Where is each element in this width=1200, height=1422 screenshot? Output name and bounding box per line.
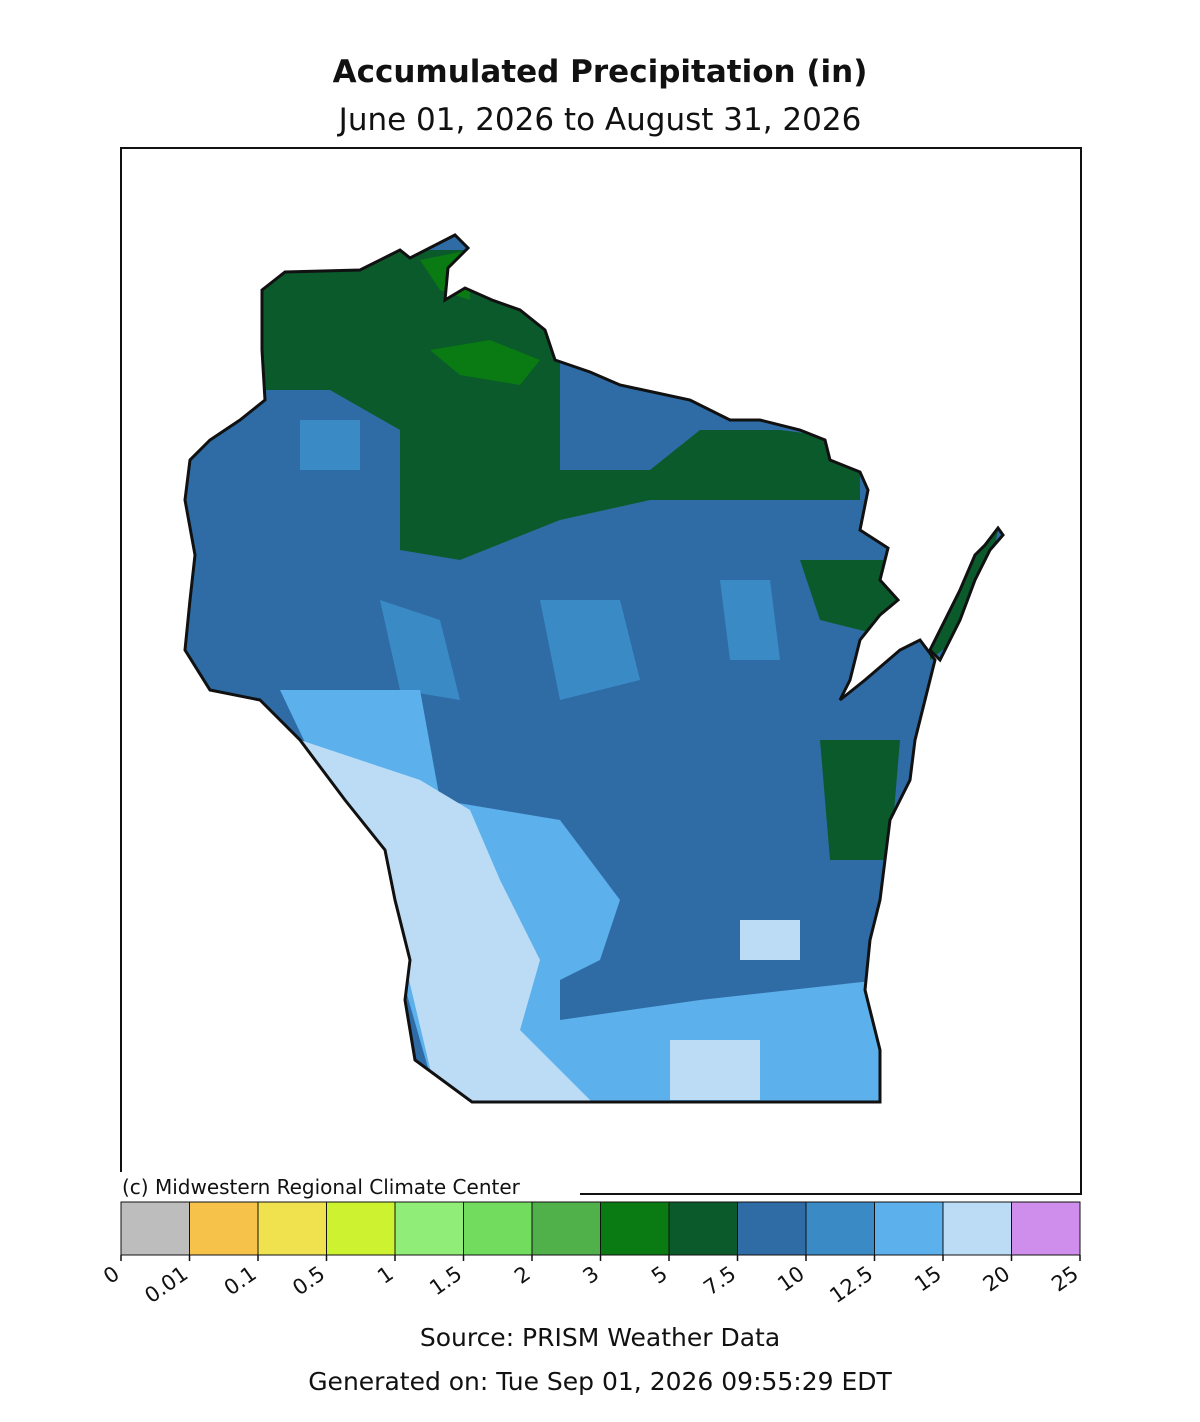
colorbar-tick-label: 0.01 bbox=[140, 1261, 192, 1307]
precip-field bbox=[185, 235, 1003, 1102]
colorbar-cell bbox=[326, 1201, 396, 1256]
colorbar-cell bbox=[737, 1201, 807, 1256]
colorbar-tick-label: 12.5 bbox=[825, 1261, 877, 1307]
colorbar-tick-label: 2 bbox=[510, 1261, 535, 1288]
colorbar-cell bbox=[942, 1201, 1012, 1256]
colorbar-cell bbox=[668, 1201, 738, 1256]
source: Source: PRISM Weather Data bbox=[420, 1323, 780, 1352]
colorbar-tick-label: 0.1 bbox=[220, 1261, 261, 1300]
colorbar-cell bbox=[874, 1201, 944, 1256]
generated: Generated on: Tue Sep 01, 2026 09:55:29 … bbox=[308, 1367, 892, 1396]
state-outline bbox=[183, 233, 1005, 1104]
colorbar-tick-label: 7.5 bbox=[699, 1261, 740, 1300]
colorbar-tick-label: 1.5 bbox=[425, 1261, 466, 1300]
map-frame bbox=[120, 147, 1082, 1195]
colorbar-cell bbox=[463, 1201, 533, 1256]
colorbar-cell bbox=[394, 1201, 464, 1256]
credit-background bbox=[110, 1172, 580, 1198]
colorbar-cell bbox=[805, 1201, 875, 1256]
colorbar-cell bbox=[120, 1201, 190, 1256]
colorbar-cell bbox=[1011, 1201, 1081, 1256]
subtitle: June 01, 2026 to August 31, 2026 bbox=[337, 102, 862, 138]
colorbar-cell bbox=[600, 1201, 670, 1256]
colorbar-cell bbox=[257, 1201, 327, 1256]
colorbar-tick-label: 3 bbox=[579, 1261, 604, 1288]
colorbar-tick-label: 10 bbox=[773, 1261, 809, 1296]
colorbar-tick-label: 15 bbox=[910, 1261, 946, 1296]
title: Accumulated Precipitation (in) bbox=[333, 54, 868, 90]
colorbar-tick-label: 1 bbox=[373, 1261, 398, 1288]
colorbar: 0 0.01 0.1 0.5 1 1.5 2 3 5 7.5 10 12.5 15 20 25 bbox=[99, 1201, 1083, 1308]
colorbar-cell bbox=[189, 1201, 259, 1256]
colorbar-tick-label: 25 bbox=[1047, 1261, 1083, 1296]
colorbar-tick-label: 20 bbox=[979, 1261, 1015, 1296]
colorbar-tick-label: 0.5 bbox=[288, 1261, 329, 1300]
colorbar-cell bbox=[531, 1201, 601, 1256]
colorbar-tick-label: 0 bbox=[99, 1261, 124, 1288]
colorbar-tick-label: 5 bbox=[647, 1261, 672, 1288]
credit: (c) Midwestern Regional Climate Center bbox=[122, 1175, 521, 1199]
